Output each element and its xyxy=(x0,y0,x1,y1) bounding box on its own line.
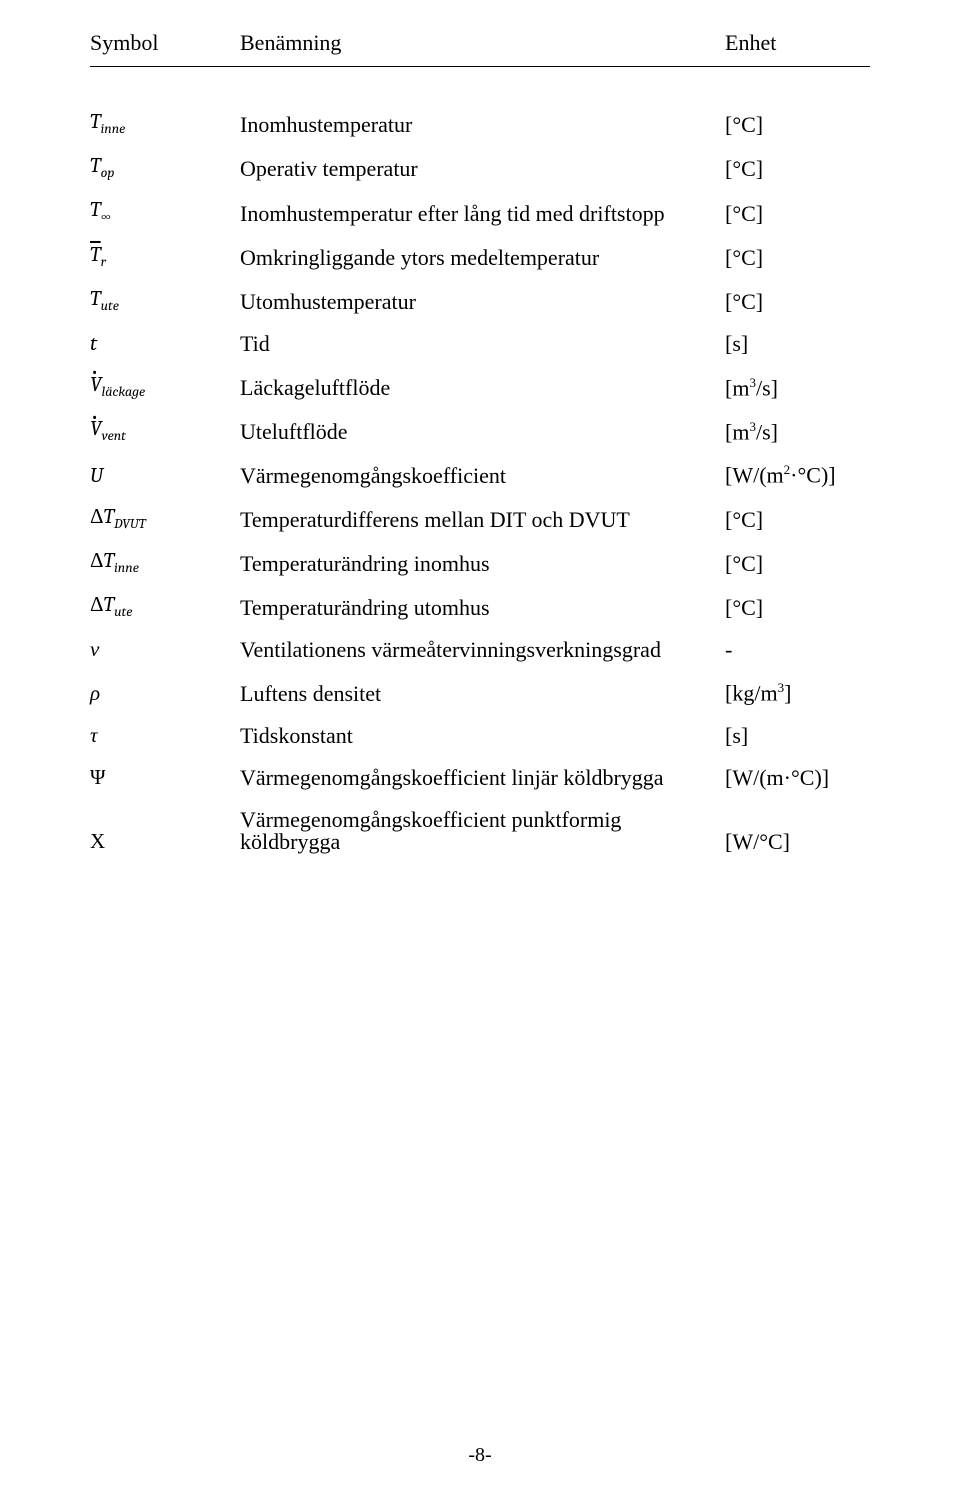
description-cell: Temperaturdifferens mellan DIT och DVUT xyxy=(240,509,725,531)
description-cell: Värmegenomgångskoefficient xyxy=(240,465,725,487)
table-row: TinneInomhustemperatur[°C] xyxy=(90,112,870,136)
symbol-cell: Top xyxy=(90,156,240,180)
symbol-cell: τ xyxy=(90,726,240,747)
table-row: TuteUtomhustemperatur[°C] xyxy=(90,289,870,313)
table-row: VventUteluftflöde[m3/s] xyxy=(90,419,870,443)
unit-cell: [W/°C] xyxy=(725,831,870,853)
symbol-cell: Vvent xyxy=(90,419,240,443)
description-cell: Läckageluftflöde xyxy=(240,377,725,399)
header-symbol: Symbol xyxy=(90,30,240,56)
symbol-cell: ΔTinne xyxy=(90,551,240,575)
unit-cell: - xyxy=(725,639,870,661)
header-unit: Enhet xyxy=(725,30,870,56)
unit-cell: [°C] xyxy=(725,203,870,225)
description-cell: Värmegenomgångskoefficient punktformig k… xyxy=(240,809,725,853)
unit-cell: [°C] xyxy=(725,509,870,531)
table-row: ΔTuteTemperaturändring utomhus[°C] xyxy=(90,595,870,619)
symbol-cell: Vläckage xyxy=(90,375,240,399)
symbol-cell: ΔTDVUT xyxy=(90,507,240,531)
unit-cell: [°C] xyxy=(725,291,870,313)
symbol-cell: ΔTute xyxy=(90,595,240,619)
table-row: ΨVärmegenomgångskoefficient linjär köldb… xyxy=(90,767,870,789)
symbol-cell: Tr xyxy=(90,245,240,269)
unit-cell: [°C] xyxy=(725,158,870,180)
symbol-cell: ρ xyxy=(90,684,240,705)
table-row: TopOperativ temperatur[°C] xyxy=(90,156,870,180)
page-number: -8- xyxy=(0,1444,960,1467)
unit-cell: [kg/m3] xyxy=(725,681,870,704)
description-cell: Inomhustemperatur xyxy=(240,114,725,136)
symbol-cell: t xyxy=(90,334,240,355)
description-cell: Tidskonstant xyxy=(240,725,725,747)
page: Symbol Benämning Enhet TinneInomhustempe… xyxy=(0,0,960,1502)
table-row: tTid[s] xyxy=(90,333,870,355)
description-cell: Luftens densitet xyxy=(240,683,725,705)
table-row: ρLuftens densitet[kg/m3] xyxy=(90,681,870,704)
unit-cell: [s] xyxy=(725,333,870,355)
table-row: VläckageLäckageluftflöde[m3/s] xyxy=(90,375,870,399)
description-cell: Inomhustemperatur efter lång tid med dri… xyxy=(240,203,725,225)
description-cell: Ventilationens värmeåtervinningsverkning… xyxy=(240,639,725,661)
table-row: T∞Inomhustemperatur efter lång tid med d… xyxy=(90,200,870,224)
description-cell: Utomhustemperatur xyxy=(240,291,725,313)
unit-cell: [W/(m·°C)] xyxy=(725,767,870,789)
symbol-cell: Tinne xyxy=(90,112,240,136)
unit-cell: [°C] xyxy=(725,247,870,269)
table-row: TrOmkringliggande ytors medeltemperatur[… xyxy=(90,245,870,269)
unit-cell: [W/(m2·°C)] xyxy=(725,463,870,486)
symbol-cell: T∞ xyxy=(90,200,240,224)
unit-cell: [s] xyxy=(725,725,870,747)
symbol-cell: Tute xyxy=(90,289,240,313)
unit-cell: [°C] xyxy=(725,553,870,575)
table-row: UVärmegenomgångskoefficient[W/(m2·°C)] xyxy=(90,463,870,486)
description-cell: Operativ temperatur xyxy=(240,158,725,180)
symbol-cell: ν xyxy=(90,640,240,661)
description-cell: Temperaturändring inomhus xyxy=(240,553,725,575)
symbol-cell: U xyxy=(90,466,240,487)
description-cell: Temperaturändring utomhus xyxy=(240,597,725,619)
table-row: τTidskonstant[s] xyxy=(90,725,870,747)
unit-cell: [m3/s] xyxy=(725,376,870,399)
unit-cell: [m3/s] xyxy=(725,420,870,443)
table-body: TinneInomhustemperatur[°C]TopOperativ te… xyxy=(90,112,870,853)
table-header: Symbol Benämning Enhet xyxy=(90,30,870,67)
symbol-cell: Ψ xyxy=(90,768,240,789)
table-row: νVentilationens värmeåtervinningsverknin… xyxy=(90,639,870,661)
unit-cell: [°C] xyxy=(725,114,870,136)
description-cell: Tid xyxy=(240,333,725,355)
table-row: ΔTinneTemperaturändring inomhus[°C] xyxy=(90,551,870,575)
table-row: ΔTDVUTTemperaturdifferens mellan DIT och… xyxy=(90,507,870,531)
header-desc: Benämning xyxy=(240,30,725,56)
description-cell: Omkringliggande ytors medeltemperatur xyxy=(240,247,725,269)
description-cell: Värmegenomgångskoefficient linjär köldbr… xyxy=(240,767,725,789)
unit-cell: [°C] xyxy=(725,597,870,619)
symbol-cell: Χ xyxy=(90,832,240,853)
table-row: ΧVärmegenomgångskoefficient punktformig … xyxy=(90,809,870,853)
description-cell: Uteluftflöde xyxy=(240,421,725,443)
